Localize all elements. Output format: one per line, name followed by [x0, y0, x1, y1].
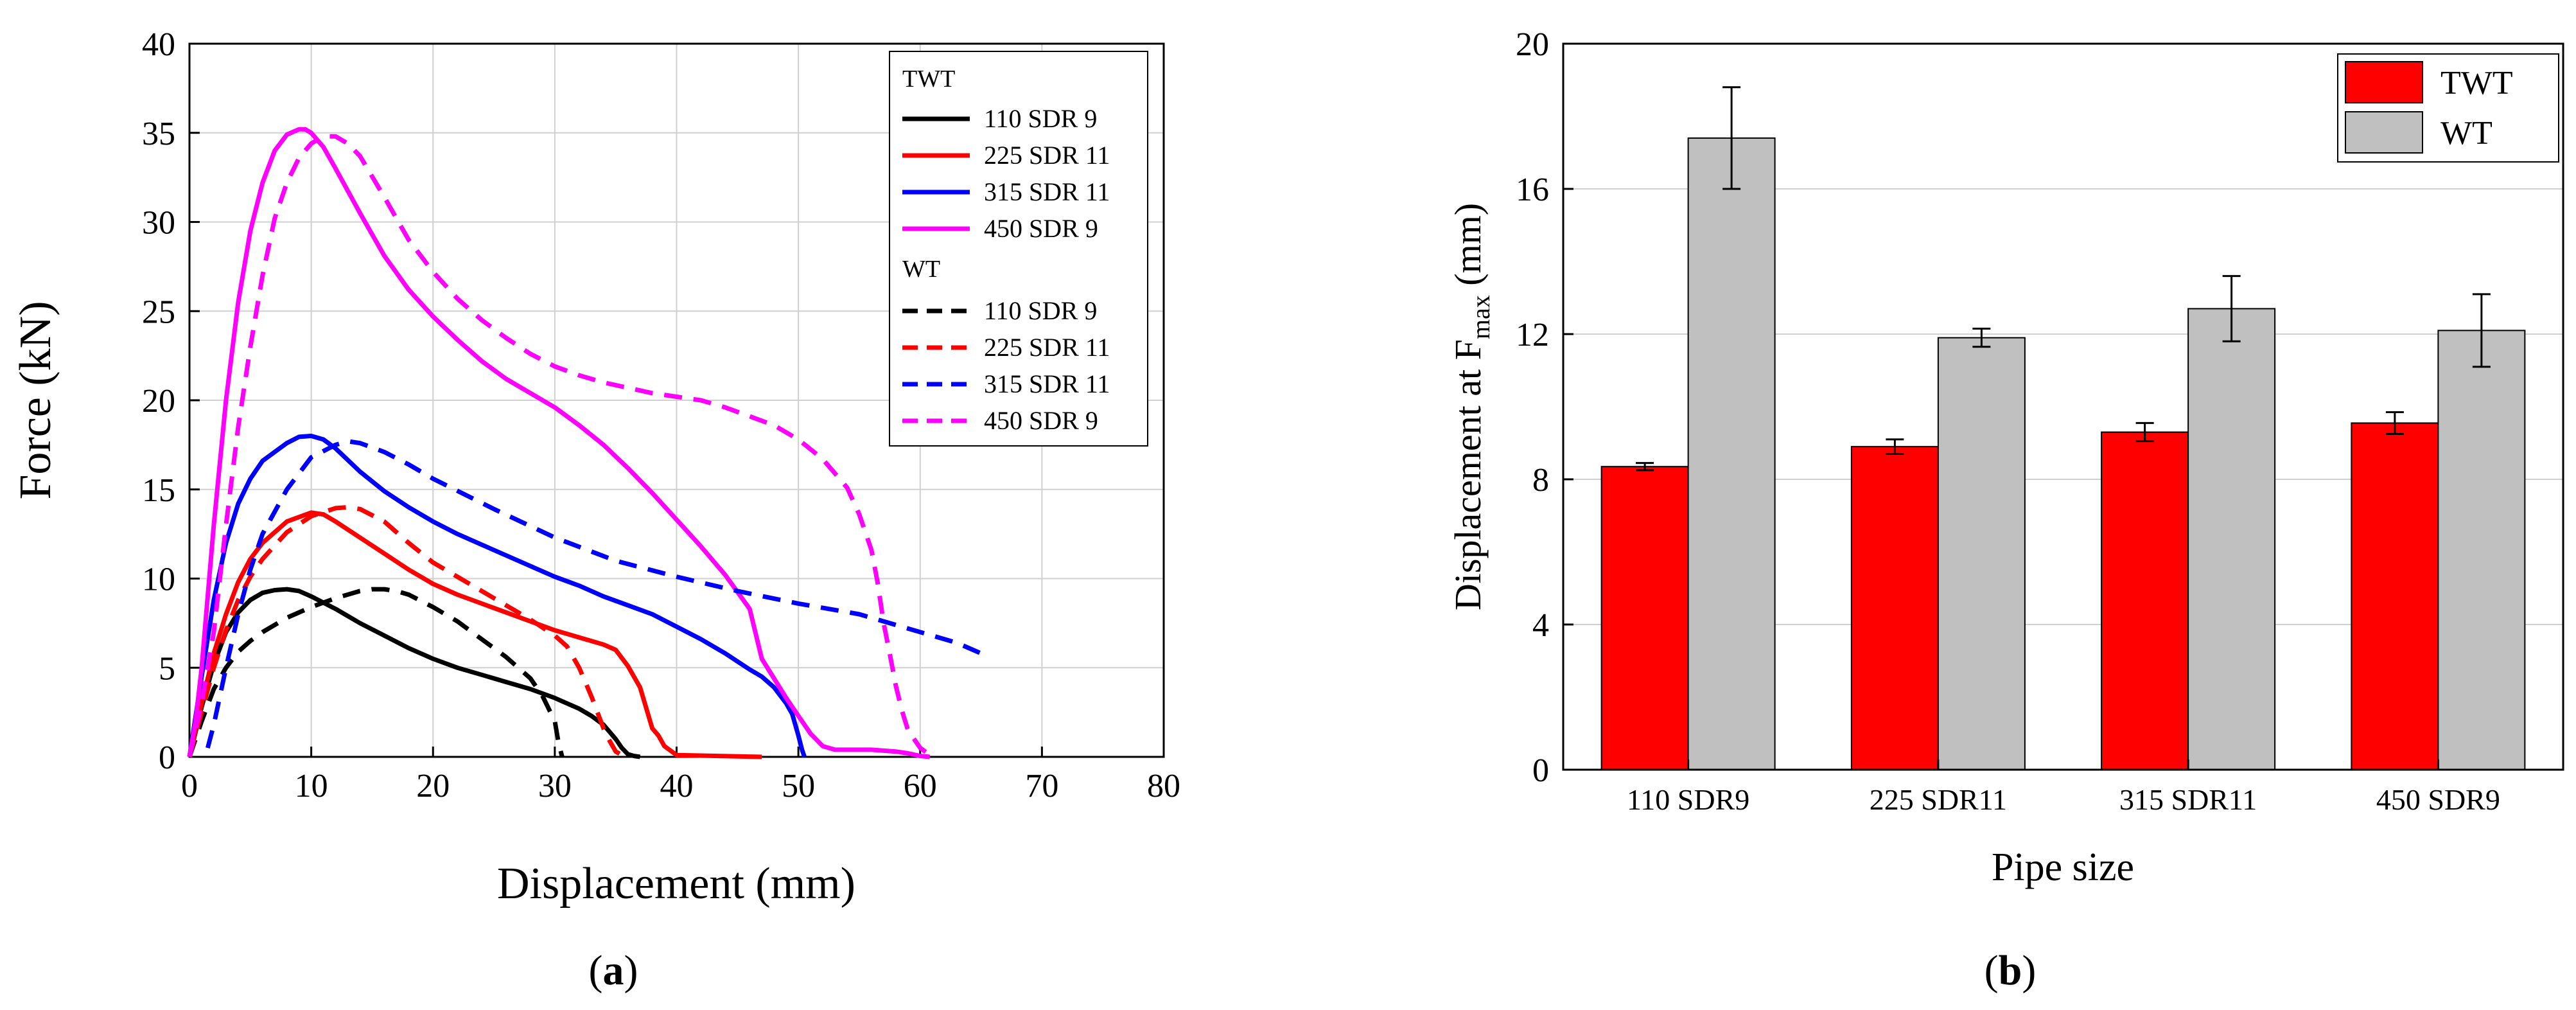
y-tick-label: 15 [142, 472, 175, 509]
error-bar-wt-315-sdr11 [2222, 275, 2241, 342]
x-tick-label: 450 SDR9 [2376, 783, 2500, 816]
legend-swatch-wt [2345, 111, 2423, 154]
plot-frame [1562, 42, 2564, 771]
legend-group-wt: WT [902, 256, 940, 283]
bar-wt-315-sdr11 [2187, 308, 2276, 770]
legend-swatch-twt [2345, 61, 2423, 103]
error-bar-twt-225-sdr11 [1886, 438, 1904, 455]
legend-label-wt-225-sdr-11: 225 SDR 11 [984, 333, 1110, 362]
series-line-twt-225-sdr-11 [187, 510, 762, 759]
y-tick-label: 0 [159, 740, 175, 776]
bar-twt-225-sdr11 [1850, 446, 1939, 771]
bar-wt-225-sdr11 [1937, 337, 2026, 770]
y-tick-label: 10 [142, 562, 175, 598]
panel-label-a: (a) [589, 947, 638, 994]
series-line-wt-315-sdr-11 [206, 439, 983, 749]
legend: TWT WT 110 SDR 9 225 SDR 11 315 SDR 11 450 … [889, 51, 1148, 447]
x-tick-label: 20 [416, 768, 450, 804]
y-axis-title: Force (kN) [11, 301, 60, 499]
series-line-twt-315-sdr-11 [187, 434, 807, 758]
error-bar-wt-225-sdr11 [1972, 328, 1991, 348]
error-bar-twt-110-sdr9 [1636, 462, 1654, 472]
legend-group-twt: TWT [902, 66, 955, 93]
y-tick-label: 0 [1532, 752, 1549, 789]
x-tick-label: 10 [295, 768, 328, 804]
legend-label-twt-225-sdr-11: 225 SDR 11 [984, 141, 1110, 170]
series-line-wt-450-sdr-9 [187, 134, 934, 759]
x-tick-label: 40 [660, 768, 694, 804]
error-bar-twt-450-sdr9 [2385, 411, 2404, 435]
y-tick-label: 16 [1516, 172, 1549, 208]
bar-twt-450-sdr9 [2351, 422, 2439, 770]
x-tick-label: 60 [904, 768, 937, 804]
legend-label-wt-110-sdr-9: 110 SDR 9 [984, 296, 1097, 325]
series-line-twt-110-sdr-9 [187, 587, 641, 759]
y-tick-label: 30 [142, 205, 175, 242]
y-tick-label: 25 [142, 294, 175, 330]
x-tick-label: 50 [782, 768, 815, 804]
legend-label-twt-110-sdr-9: 110 SDR 9 [984, 104, 1097, 133]
line-chart-panel-a: 0 10 20 30 40 50 60 70 80 0 5 10 15 20 25 30 35 40 Force … [11, 26, 1180, 994]
x-tick-label: 110 SDR9 [1627, 783, 1749, 816]
bar-chart-panel-b: 0 4 8 12 16 20 110 SDR9 225 SDR11 315 SDR11 450 S… [1447, 26, 2564, 994]
legend-label-wt: WT [2440, 115, 2493, 152]
series-line-twt-450-sdr-9 [187, 127, 931, 759]
axis-ticks: 0 4 8 12 16 20 110 SDR9 225 SDR11 315 SDR11 450 S… [1516, 26, 2500, 816]
bar-wt-450-sdr9 [2437, 330, 2526, 770]
series-lines [187, 127, 983, 759]
axis-ticks: 0 10 20 30 40 50 60 70 80 0 5 10 15 20 25 30 35 40 [142, 26, 1180, 804]
x-axis-title: Pipe size [1992, 846, 2134, 889]
legend: TWT WT [2337, 53, 2559, 163]
bar-twt-315-sdr11 [2101, 431, 2189, 770]
legend-label-wt-315-sdr-11: 315 SDR 11 [984, 369, 1110, 398]
x-tick-label: 315 SDR11 [2119, 783, 2257, 816]
y-tick-label: 5 [159, 650, 175, 687]
y-tick-label: 20 [1516, 26, 1549, 63]
series-line-wt-110-sdr-9 [187, 587, 565, 758]
bars [1600, 86, 2526, 771]
panel-label-b: (b) [1985, 947, 2037, 994]
x-tick-label: 30 [538, 768, 572, 804]
legend-items: 110 SDR 9 225 SDR 11 315 SDR 11 450 SDR 9 11… [902, 104, 1110, 435]
x-axis-title: Displacement (mm) [497, 859, 855, 908]
y-tick-label: 12 [1516, 317, 1549, 353]
x-tick-label: 225 SDR11 [1870, 783, 2007, 816]
legend-label-twt: TWT [2440, 65, 2513, 102]
legend-label-twt-450-sdr-9: 450 SDR 9 [984, 214, 1098, 243]
error-bar-twt-315-sdr11 [2135, 421, 2154, 443]
error-bar-wt-110-sdr9 [1722, 86, 1741, 190]
legend-label-wt-450-sdr-9: 450 SDR 9 [984, 406, 1098, 435]
error-bar-wt-450-sdr9 [2472, 293, 2491, 368]
y-tick-label: 40 [142, 26, 175, 63]
bar-wt-110-sdr9 [1687, 137, 1776, 770]
x-tick-label: 70 [1025, 768, 1058, 804]
y-tick-label: 20 [142, 383, 175, 420]
x-tick-label: 80 [1147, 768, 1180, 804]
legend-items: TWT WT [2345, 61, 2513, 154]
y-tick-label: 8 [1532, 462, 1549, 499]
y-tick-label: 35 [142, 116, 175, 152]
y-tick-label: 4 [1532, 607, 1549, 644]
legend-label-twt-315-sdr-11: 315 SDR 11 [984, 177, 1110, 206]
x-tick-label: 0 [181, 768, 198, 804]
bar-twt-110-sdr9 [1600, 466, 1689, 770]
y-axis-title: Displacement at Fmax (mm) [1447, 203, 1495, 610]
